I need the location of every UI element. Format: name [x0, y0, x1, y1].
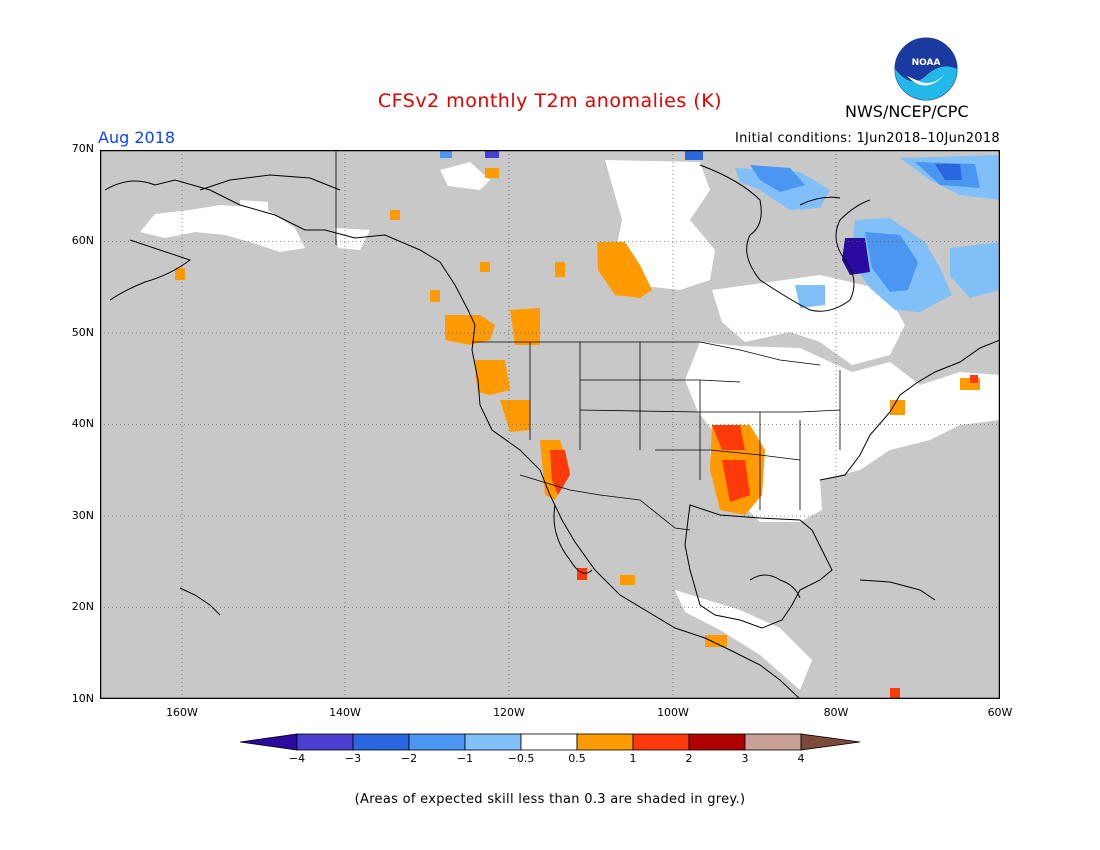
lon-label: 140W	[329, 706, 361, 719]
colorbar-tick-label: −0.5	[507, 752, 535, 765]
colorbar-tick-label: −4	[288, 752, 306, 765]
colorbar-tick-label: 2	[685, 752, 693, 765]
map-frame	[100, 150, 1000, 699]
map-title: CFSv2 monthly T2m anomalies (K)	[377, 90, 723, 112]
negative-anomaly-regions	[440, 150, 1000, 312]
colorbar-bin	[632, 733, 690, 751]
lon-label: 60W	[987, 706, 1013, 719]
lon-label: 80W	[823, 706, 849, 719]
colorbar-bin	[688, 733, 746, 751]
colorbar-tick-label: 3	[741, 752, 749, 765]
colorbar-tick-label: 1	[629, 752, 637, 765]
lat-label: 30N	[71, 509, 94, 522]
neutral-anomaly-regions	[140, 160, 1000, 690]
colorbar-bin	[744, 733, 802, 751]
lon-label: 160W	[166, 706, 198, 719]
agency-label: NWS/NCEP/CPC	[845, 102, 969, 121]
lat-label: 40N	[71, 417, 94, 430]
colorbar-bin	[464, 733, 522, 751]
noaa-logo: NOAA	[894, 37, 958, 101]
lat-label: 50N	[71, 326, 94, 339]
skill-footnote: (Areas of expected skill less than 0.3 a…	[354, 792, 746, 807]
coastlines	[104, 164, 1000, 699]
colorbar-bin	[296, 733, 354, 751]
colorbar-bin	[576, 733, 634, 751]
political-boundaries	[335, 150, 841, 531]
colorbar-high-arrow	[800, 733, 861, 751]
colorbar-tick-label: −1	[456, 752, 474, 765]
anomaly-map	[100, 150, 1000, 699]
lat-label: 60N	[71, 234, 94, 247]
lon-label: 120W	[493, 706, 525, 719]
lat-label: 20N	[71, 600, 94, 613]
positive-anomaly-regions	[175, 168, 980, 698]
colorbar-bin	[352, 733, 410, 751]
lon-label: 100W	[657, 706, 689, 719]
colorbar-bin	[520, 733, 578, 751]
colorbar-tick-label: 0.5	[568, 752, 586, 765]
colorbar-tick-label: −2	[400, 752, 418, 765]
lat-label: 70N	[71, 142, 94, 155]
colorbar-tick-label: 4	[797, 752, 805, 765]
month-label: Aug 2018	[98, 128, 176, 147]
lat-label: 10N	[71, 692, 94, 705]
colorbar-low-arrow	[240, 733, 298, 751]
colorbar	[240, 733, 861, 751]
logo-text: NOAA	[912, 58, 941, 68]
colorbar-tick-label: −3	[344, 752, 362, 765]
initial-conditions: Initial conditions: 1Jun2018–10Jun2018	[734, 131, 1000, 146]
colorbar-bin	[408, 733, 466, 751]
